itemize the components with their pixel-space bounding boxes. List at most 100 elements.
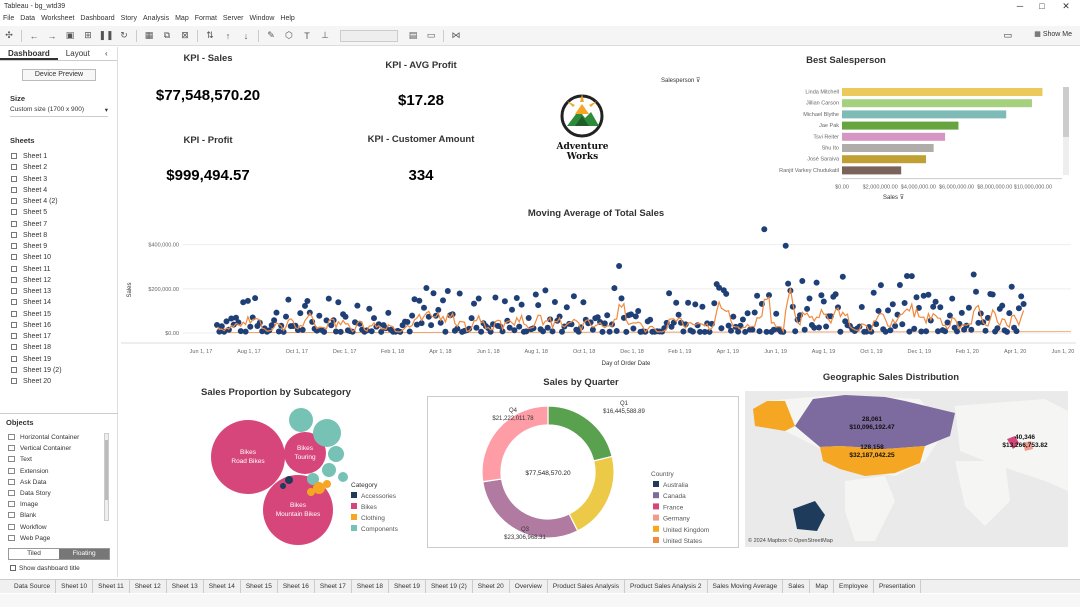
show-cards-icon[interactable]: ▤ [404, 30, 422, 41]
tab-layout[interactable]: Layout [58, 47, 105, 60]
duplicate-icon[interactable]: ⧉ [158, 30, 176, 41]
sort-desc-icon[interactable]: ↓ [237, 31, 255, 41]
sheet-tab[interactable]: Sheet 19 [389, 580, 426, 593]
group-icon[interactable]: ⬡ [280, 30, 298, 41]
sheet-tab[interactable]: Sales Moving Average [708, 580, 784, 593]
sheet-tab[interactable]: Sheet 14 [204, 580, 241, 593]
object-item[interactable]: Workflow [8, 522, 47, 533]
sheet-item[interactable]: Sheet 8 [11, 230, 47, 241]
fix-axes-icon[interactable]: ⊥ [316, 30, 334, 41]
tiled-button[interactable]: Tiled [9, 549, 59, 559]
swap-icon[interactable]: ⇅ [201, 30, 219, 41]
close-button[interactable]: ✕ [1054, 0, 1078, 12]
label-icon[interactable]: T [298, 31, 316, 41]
object-item[interactable]: Ask Data [8, 477, 46, 488]
share-icon[interactable]: ⋈ [447, 30, 465, 41]
minimize-button[interactable]: ─ [1008, 0, 1032, 12]
sheet-item[interactable]: Sheet 12 [11, 275, 51, 286]
sheet-item[interactable]: Sheet 5 [11, 207, 47, 218]
sheet-tab[interactable]: Sheet 19 (2) [426, 580, 473, 593]
sheet-tab[interactable]: Sheet 12 [130, 580, 167, 593]
sheet-tab[interactable]: Data Source [0, 580, 56, 593]
maximize-button[interactable]: □ [1030, 0, 1054, 12]
redo-icon[interactable]: → [43, 31, 61, 41]
tab-dashboard[interactable]: Dashboard [0, 47, 58, 60]
sheet-tab[interactable]: Product Sales Analysis 2 [625, 580, 708, 593]
device-preview-button[interactable]: Device Preview [22, 69, 96, 81]
sheet-item[interactable]: Sheet 20 [11, 376, 51, 387]
menu-dashboard[interactable]: Dashboard [77, 13, 117, 25]
menu-story[interactable]: Story [118, 13, 140, 25]
objects-scrollbar[interactable] [104, 433, 109, 521]
sort-asc-icon[interactable]: ↑ [219, 31, 237, 41]
sheet-item[interactable]: Sheet 3 [11, 174, 47, 185]
sheet-tab[interactable]: Sheet 16 [278, 580, 315, 593]
menu-format[interactable]: Format [192, 13, 220, 25]
sheet-tab[interactable]: Sales [783, 580, 810, 593]
sheet-tab[interactable]: Sheet 11 [93, 580, 130, 593]
size-dropdown[interactable]: Custom size (1700 x 900) ▾ [10, 106, 108, 117]
sheet-item[interactable]: Sheet 15 [11, 309, 51, 320]
sheet-item[interactable]: Sheet 1 [11, 151, 47, 162]
pause-icon[interactable]: ❚❚ [97, 30, 115, 41]
object-item[interactable]: Web Page [8, 533, 50, 544]
object-item[interactable]: Data Story [8, 488, 51, 499]
sheet-item[interactable]: Sheet 11 [11, 264, 51, 275]
sheet-item[interactable]: Sheet 7 [11, 219, 47, 230]
sheet-tab[interactable]: Map [810, 580, 834, 593]
new-datasource-icon[interactable]: ⊞ [79, 30, 97, 41]
menu-file[interactable]: File [0, 13, 17, 25]
menu-analysis[interactable]: Analysis [140, 13, 172, 25]
tableau-logo-icon[interactable]: ✣ [0, 30, 18, 41]
sheet-tab[interactable]: Overview [510, 580, 548, 593]
sheet-tab[interactable]: Sheet 20 [473, 580, 510, 593]
show-me-button[interactable]: ▦ Show Me [1034, 30, 1072, 38]
menu-window[interactable]: Window [247, 13, 278, 25]
sheet-item[interactable]: Sheet 4 (2) [11, 196, 58, 207]
sheet-tab[interactable]: Sheet 10 [56, 580, 93, 593]
geographic-map[interactable]: 28,061$10,096,192.47 128,158$32,187,042.2… [745, 391, 1068, 547]
collapse-icon[interactable]: ‹ [105, 47, 117, 60]
undo-icon[interactable]: ← [25, 31, 43, 41]
save-icon[interactable]: ▣ [61, 30, 79, 41]
sheet-item[interactable]: Sheet 18 [11, 342, 51, 353]
sheet-item[interactable]: Sheet 17 [11, 331, 51, 342]
comment-icon[interactable]: ▭ [1003, 30, 1012, 41]
object-item[interactable]: Blank [8, 510, 36, 521]
object-item[interactable]: Vertical Container [8, 443, 71, 454]
sheet-tab[interactable]: Sheet 18 [352, 580, 389, 593]
show-title-toggle[interactable]: Show dashboard title [10, 565, 80, 572]
object-item[interactable]: Text [8, 454, 32, 465]
menu-map[interactable]: Map [172, 13, 192, 25]
checkbox[interactable] [10, 565, 16, 571]
sheet-item[interactable]: Sheet 14 [11, 297, 51, 308]
sheet-item[interactable]: Sheet 9 [11, 241, 47, 252]
presentation-icon[interactable]: ▭ [422, 30, 440, 41]
refresh-icon[interactable]: ↻ [115, 30, 133, 41]
sheet-tab[interactable]: Employee [834, 580, 874, 593]
sheet-tab[interactable]: Product Sales Analysis [548, 580, 625, 593]
sheet-tab[interactable]: Sheet 13 [167, 580, 204, 593]
salesperson-scrollbar[interactable] [1063, 87, 1069, 175]
highlight-icon[interactable]: ✎ [262, 30, 280, 41]
sheet-tab[interactable]: Sheet 17 [315, 580, 352, 593]
object-item[interactable]: Image [8, 499, 38, 510]
sheet-item[interactable]: Sheet 13 [11, 286, 51, 297]
sheet-item[interactable]: Sheet 2 [11, 162, 47, 173]
sheet-item[interactable]: Sheet 10 [11, 252, 51, 263]
menu-worksheet[interactable]: Worksheet [38, 13, 77, 25]
sheet-item[interactable]: Sheet 16 [11, 320, 51, 331]
sheet-tab[interactable]: Sheet 15 [241, 580, 278, 593]
sheet-item[interactable]: Sheet 4 [11, 185, 47, 196]
menu-data[interactable]: Data [17, 13, 38, 25]
fit-dropdown[interactable] [340, 30, 398, 42]
object-item[interactable]: Extension [8, 466, 49, 477]
new-sheet-icon[interactable]: ▦ [140, 30, 158, 41]
object-item[interactable]: Horizontal Container [8, 432, 79, 443]
menu-help[interactable]: Help [277, 13, 297, 25]
sheet-item[interactable]: Sheet 19 (2) [11, 365, 62, 376]
sheet-item[interactable]: Sheet 19 [11, 354, 51, 365]
clear-icon[interactable]: ⊠ [176, 30, 194, 41]
floating-button[interactable]: Floating [59, 549, 109, 559]
sheet-tab[interactable]: Presentation [874, 580, 922, 593]
